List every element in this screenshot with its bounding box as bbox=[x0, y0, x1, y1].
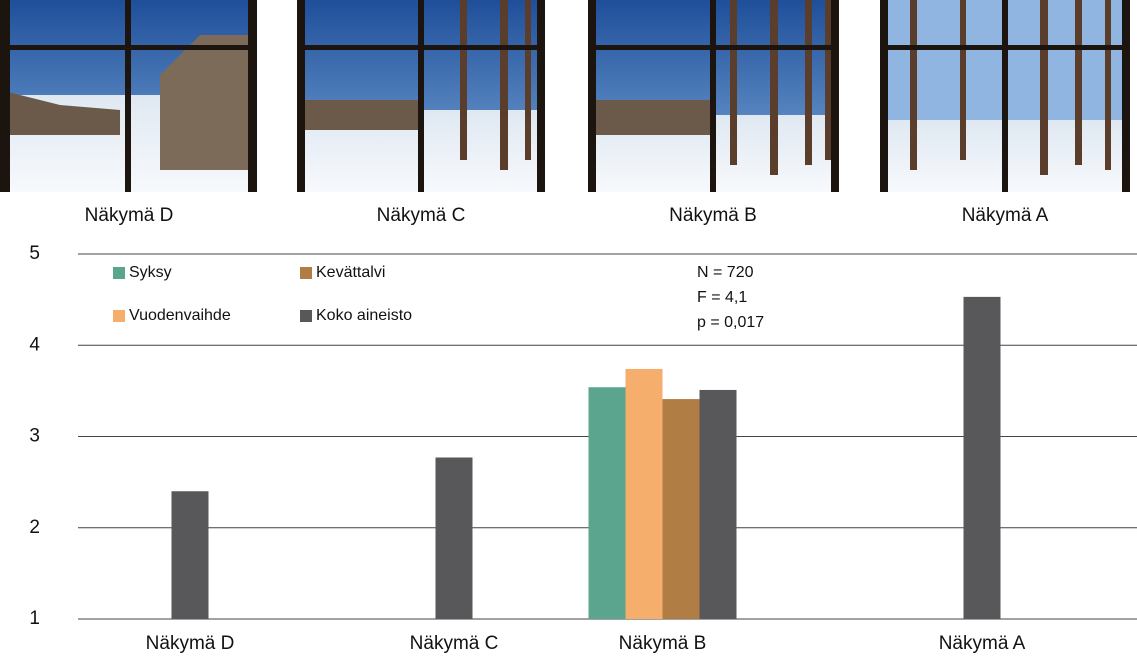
photo-b bbox=[588, 0, 839, 192]
legend-label: Kevättalvi bbox=[316, 264, 385, 281]
x-tick-label: Näkymä B bbox=[619, 633, 707, 654]
legend-swatch bbox=[300, 267, 312, 279]
bar bbox=[625, 368, 663, 619]
y-tick-label: 3 bbox=[29, 426, 40, 447]
legend-swatch bbox=[300, 310, 312, 322]
bar bbox=[588, 387, 626, 619]
photo-caption: Näkymä D bbox=[85, 205, 174, 226]
x-tick-label: Näkymä A bbox=[939, 633, 1026, 654]
x-tick-label: Näkymä D bbox=[146, 633, 235, 654]
annotation: F = 4,1 bbox=[697, 289, 747, 306]
photo-a bbox=[880, 0, 1130, 192]
bar bbox=[963, 296, 1001, 619]
y-tick-label: 4 bbox=[29, 334, 40, 355]
x-tick-label: Näkymä C bbox=[410, 633, 499, 654]
legend-swatch bbox=[113, 310, 125, 322]
legend-swatch bbox=[113, 267, 125, 279]
bar bbox=[699, 389, 737, 619]
photo-d bbox=[0, 0, 257, 192]
photo-caption: Näkymä C bbox=[377, 205, 466, 226]
photo-caption: Näkymä A bbox=[962, 205, 1049, 226]
legend-label: Vuodenvaihde bbox=[129, 307, 231, 324]
y-tick-label: 1 bbox=[29, 608, 40, 629]
bar bbox=[171, 491, 209, 619]
bar bbox=[435, 457, 473, 619]
bar bbox=[662, 399, 700, 619]
y-tick-label: 2 bbox=[29, 517, 40, 538]
annotation: p = 0,017 bbox=[697, 314, 764, 331]
annotation: N = 720 bbox=[697, 264, 754, 281]
legend-label: Koko aineisto bbox=[316, 307, 412, 324]
photo-caption: Näkymä B bbox=[669, 205, 757, 226]
y-tick-label: 5 bbox=[29, 243, 40, 264]
photo-c bbox=[297, 0, 545, 192]
legend-label: Syksy bbox=[129, 264, 172, 281]
